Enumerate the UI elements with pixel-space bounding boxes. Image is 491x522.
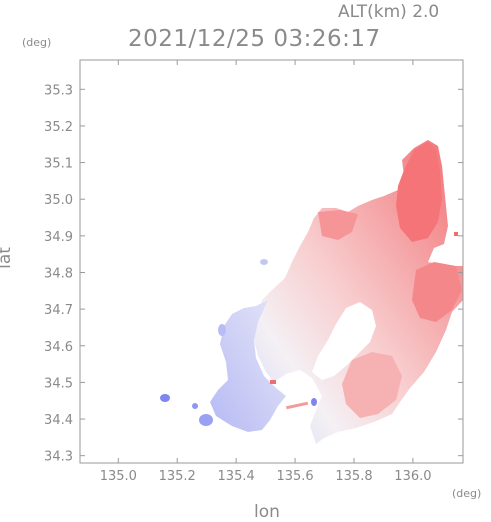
x-tick-label: 135.6 <box>276 469 313 484</box>
y-axis-unit: (deg) <box>22 36 52 49</box>
x-tick-label: 135.2 <box>159 469 196 484</box>
echo-gap <box>312 302 376 380</box>
x-axis-label: lon <box>254 502 280 522</box>
y-tick-label: 34.6 <box>44 340 73 355</box>
y-tick-label: 34.8 <box>44 266 73 281</box>
y-tick-label: 35.0 <box>44 193 73 208</box>
x-tick-label: 135.8 <box>335 469 372 484</box>
x-tick-label: 135.0 <box>100 469 137 484</box>
y-axis-ticks: 34.3 34.4 34.5 34.6 34.7 34.8 34.9 35.0 35.1 35.2… <box>44 83 463 465</box>
echo-core-north <box>396 142 442 242</box>
y-tick-label: 35.2 <box>44 120 73 135</box>
radar-echo <box>160 140 463 444</box>
timestamp-title: 2021/12/25 03:26:17 <box>128 26 381 52</box>
echo-streak-3 <box>454 232 458 236</box>
y-tick-label: 35.3 <box>44 83 73 98</box>
echo-streak-2 <box>286 401 309 410</box>
echo-patch-blue-1 <box>160 394 170 402</box>
y-tick-label: 34.7 <box>44 303 73 318</box>
plot-frame <box>79 59 464 464</box>
echo-patch-blue-2 <box>192 403 198 409</box>
echo-core-south <box>342 352 402 418</box>
altitude-label: ALT(km) 2.0 <box>338 2 440 22</box>
x-tick-label: 135.4 <box>218 469 255 484</box>
y-tick-label: 34.5 <box>44 376 73 391</box>
echo-patch-blue-4 <box>218 324 226 336</box>
echo-core-east <box>412 262 462 322</box>
x-axis-unit: (deg) <box>452 487 482 500</box>
echo-patch-blue-3 <box>199 414 213 426</box>
x-tick-label: 136.0 <box>394 469 431 484</box>
echo-region-west <box>210 300 286 432</box>
y-tick-label: 35.1 <box>44 157 73 172</box>
y-tick-label: 34.4 <box>44 413 73 428</box>
echo-core-ridge <box>318 210 358 240</box>
y-tick-label: 34.9 <box>44 230 73 245</box>
echo-patch-blue-6 <box>260 259 268 265</box>
y-tick-label: 34.3 <box>44 450 73 465</box>
echo-patch-blue-5 <box>311 398 317 406</box>
x-axis-ticks: 135.0 135.2 135.4 135.6 135.8 136.0 <box>100 60 432 484</box>
echo-streak-1 <box>270 380 276 384</box>
